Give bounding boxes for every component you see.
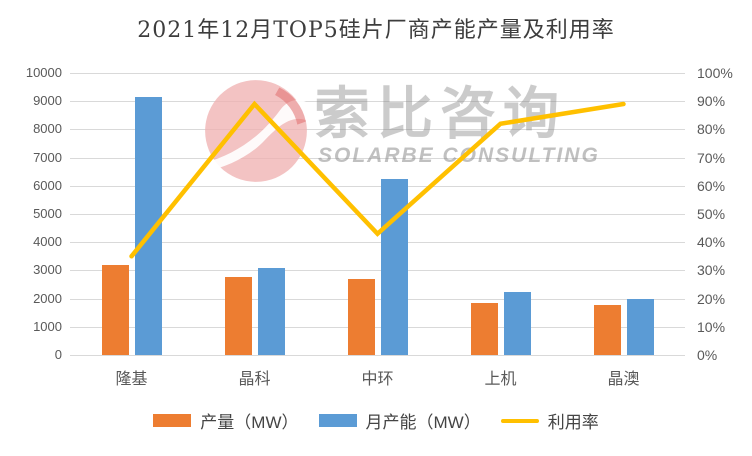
gridline <box>70 73 685 74</box>
y-axis-left-tick: 5000 <box>33 206 62 221</box>
x-axis-label-隆基: 隆基 <box>115 371 148 388</box>
y-axis-right-tick: 30% <box>697 262 726 279</box>
y-axis-left-tick: 0 <box>54 347 62 362</box>
y-axis-left-tick: 10000 <box>25 65 62 80</box>
gridline <box>70 298 685 300</box>
y-axis-left-tick: 1000 <box>33 318 62 334</box>
legend-item-capacity: 月产能（MW） <box>318 408 481 433</box>
utilization-line-swatch <box>500 418 539 423</box>
y-axis-left-tick: 2000 <box>33 290 62 306</box>
capacity-bar-上机 <box>503 291 531 355</box>
y-axis-right-tick: 40% <box>697 234 726 251</box>
y-axis-left-tick: 3000 <box>33 262 62 278</box>
legend-item-utilization: 利用率 <box>500 408 599 433</box>
gridline <box>70 214 685 215</box>
y-axis-left-tick: 6000 <box>33 177 62 193</box>
y-axis-left-tick: 4000 <box>33 234 62 250</box>
gridline <box>70 157 685 159</box>
y-axis-left-tick: 9000 <box>33 93 62 109</box>
y-axis-right-tick: 80% <box>697 121 726 138</box>
y-axis-right-tick: 70% <box>697 149 726 166</box>
chart-title: 2021年12月TOP5硅片厂商产能产量及利用率 <box>137 18 615 43</box>
gridline <box>70 326 685 328</box>
legend-label-utilization: 利用率 <box>547 413 599 432</box>
gridline <box>70 101 685 103</box>
y-axis-right-tick: 100% <box>697 65 733 81</box>
legend-label-capacity: 月产能（MW） <box>365 413 481 432</box>
production-bar-晶澳 <box>593 304 621 355</box>
legend-item-production: 产量（MW） <box>153 408 299 433</box>
x-axis-label-晶澳: 晶澳 <box>607 371 640 388</box>
gridlines <box>70 73 685 356</box>
capacity-bar-晶科 <box>257 268 285 355</box>
y-axis-right-tick: 50% <box>697 206 726 222</box>
gridline <box>70 242 685 244</box>
y-axis-right-tick: 60% <box>697 177 726 194</box>
watermark-en-text: SOLARBE CONSULTING <box>318 144 600 167</box>
utilization-line <box>129 100 626 259</box>
y-axis-left-tick: 8000 <box>33 121 62 137</box>
legend: 产量（MW） 月产能（MW） 利用率 <box>0 408 752 433</box>
capacity-bar-晶澳 <box>626 298 654 355</box>
production-bar-中环 <box>347 278 375 355</box>
y-axis-right-tick: 10% <box>697 318 726 335</box>
x-axis-label-晶科: 晶科 <box>238 371 271 388</box>
y-axis-right-tick: 90% <box>697 93 726 110</box>
x-axis-label-中环: 中环 <box>361 371 394 388</box>
y-axis-left-tick: 7000 <box>33 149 62 165</box>
production-bar-隆基 <box>101 264 129 355</box>
watermark-cn-text: 索比咨询 <box>314 82 566 145</box>
gridline <box>70 185 685 187</box>
production-bar-晶科 <box>224 277 252 355</box>
solarbe-logo-icon <box>205 80 307 182</box>
capacity-swatch <box>318 414 357 427</box>
y-axis-right-tick: 0% <box>697 347 718 363</box>
gridline <box>70 129 685 131</box>
production-swatch <box>153 414 192 427</box>
x-axis-label-上机: 上机 <box>484 371 517 388</box>
gridline <box>70 270 685 272</box>
production-bar-上机 <box>470 302 498 355</box>
plot-area: 10000 100% 9000 90% 8000 80% 7000 70% 6000 60% 500… <box>26 65 733 388</box>
y-axis-right-tick: 20% <box>697 290 726 307</box>
gridline <box>70 355 685 356</box>
legend-label-production: 产量（MW） <box>200 413 299 432</box>
